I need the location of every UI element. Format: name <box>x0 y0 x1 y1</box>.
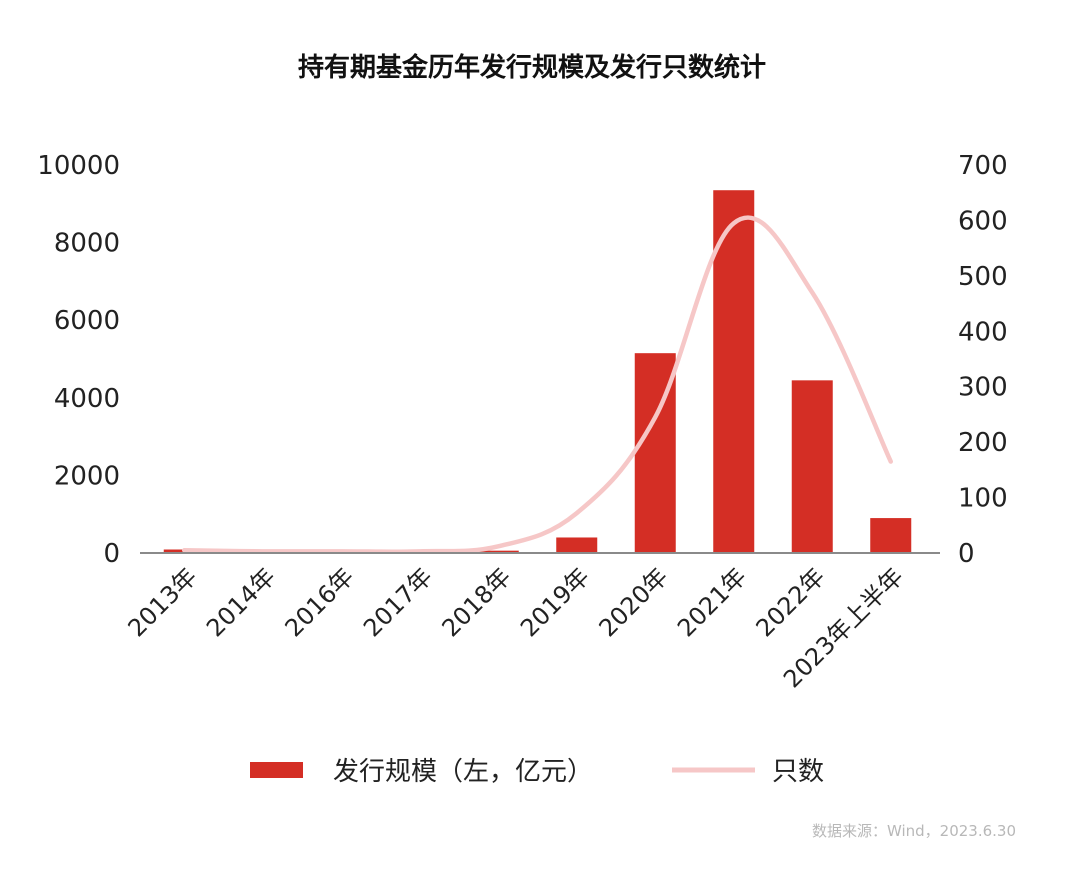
chart-title: 持有期基金历年发行规模及发行只数统计 <box>298 52 766 83</box>
x-axis-tick-label: 2016年 <box>280 562 360 642</box>
left-axis-tick-label: 8000 <box>54 229 120 259</box>
right-axis-tick-label: 500 <box>958 262 1008 292</box>
x-axis-tick-label: 2014年 <box>201 562 281 642</box>
left-axis-tick-label: 0 <box>103 539 120 569</box>
left-axis-tick-label: 2000 <box>54 461 120 491</box>
left-axis-tick-label: 4000 <box>54 384 120 414</box>
legend-label-line: 只数 <box>772 757 824 787</box>
x-axis-tick-label: 2020年 <box>594 562 674 642</box>
right-axis-tick-label: 100 <box>958 484 1008 514</box>
line-series <box>182 215 893 554</box>
right-axis-tick-label: 300 <box>958 373 1008 403</box>
right-axis-tick-label: 600 <box>958 206 1008 236</box>
x-axis-tick-label: 2018年 <box>437 562 517 642</box>
legend-swatch-bar <box>250 762 303 778</box>
bar <box>477 550 519 553</box>
x-axis-tick-label: 2021年 <box>672 562 752 642</box>
legend: 发行规模（左，亿元） 只数 <box>250 757 824 787</box>
left-axis: 0 2000 4000 6000 8000 10000 <box>37 151 120 569</box>
source-note: 数据来源：Wind，2023.6.30 <box>812 822 1016 840</box>
right-axis-tick-label: 200 <box>958 428 1008 458</box>
right-axis-tick-label: 0 <box>958 539 975 569</box>
x-axis-tick-label: 2017年 <box>358 562 438 642</box>
bar <box>713 190 755 553</box>
legend-label-bar: 发行规模（左，亿元） <box>333 757 593 787</box>
x-axis-labels: 2013年2014年2016年2017年2018年2019年2020年2021年… <box>123 562 909 693</box>
bar-series <box>163 190 912 553</box>
x-axis-tick-label: 2019年 <box>515 562 595 642</box>
right-axis-tick-label: 700 <box>958 151 1008 181</box>
bar <box>870 518 912 553</box>
x-axis-tick-label: 2022年 <box>751 562 831 642</box>
bar <box>556 537 598 553</box>
series-line <box>182 215 893 554</box>
right-axis: 0 100 200 300 400 500 600 700 <box>958 151 1008 569</box>
left-axis-tick-label: 10000 <box>37 151 120 181</box>
bar <box>791 380 833 553</box>
left-axis-tick-label: 6000 <box>54 306 120 336</box>
right-axis-tick-label: 400 <box>958 317 1008 347</box>
x-axis-tick-label: 2013年 <box>123 562 203 642</box>
